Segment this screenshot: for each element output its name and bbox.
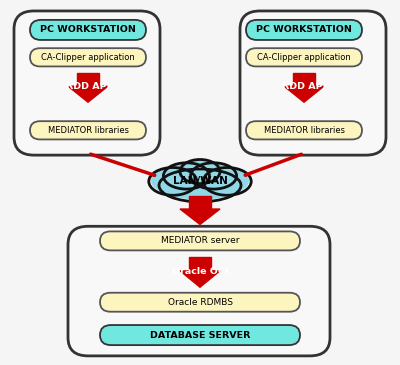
- Text: MEDIATOR libraries: MEDIATOR libraries: [264, 126, 344, 135]
- Text: LAN/WAN: LAN/WAN: [172, 176, 228, 186]
- FancyBboxPatch shape: [30, 48, 146, 66]
- FancyBboxPatch shape: [246, 48, 362, 66]
- Ellipse shape: [165, 163, 209, 188]
- Text: CA-Clipper application: CA-Clipper application: [41, 53, 135, 62]
- FancyBboxPatch shape: [14, 11, 160, 155]
- Polygon shape: [180, 209, 220, 224]
- FancyBboxPatch shape: [240, 11, 386, 155]
- Polygon shape: [293, 73, 315, 86]
- Polygon shape: [189, 257, 211, 271]
- FancyBboxPatch shape: [100, 325, 300, 345]
- Text: MEDIATOR libraries: MEDIATOR libraries: [48, 126, 128, 135]
- Polygon shape: [68, 86, 108, 102]
- Text: PC WORKSTATION: PC WORKSTATION: [40, 26, 136, 34]
- Ellipse shape: [181, 160, 219, 183]
- FancyBboxPatch shape: [246, 20, 362, 40]
- FancyBboxPatch shape: [30, 20, 146, 40]
- Text: RDD API: RDD API: [66, 82, 110, 91]
- FancyBboxPatch shape: [246, 121, 362, 139]
- Text: Oracle OCI: Oracle OCI: [172, 267, 228, 276]
- Ellipse shape: [160, 169, 240, 200]
- FancyBboxPatch shape: [100, 293, 300, 312]
- Text: PC WORKSTATION: PC WORKSTATION: [256, 26, 352, 34]
- Ellipse shape: [203, 168, 249, 194]
- Ellipse shape: [191, 163, 235, 188]
- Polygon shape: [189, 196, 211, 209]
- FancyBboxPatch shape: [30, 121, 146, 139]
- Text: MEDIATOR server: MEDIATOR server: [161, 237, 239, 245]
- Polygon shape: [284, 86, 324, 102]
- Polygon shape: [77, 73, 99, 86]
- FancyBboxPatch shape: [100, 231, 300, 250]
- Ellipse shape: [151, 168, 197, 194]
- Text: Oracle RDMBS: Oracle RDMBS: [168, 298, 232, 307]
- Text: DATABASE SERVER: DATABASE SERVER: [150, 331, 250, 339]
- Polygon shape: [180, 271, 220, 287]
- Text: CA-Clipper application: CA-Clipper application: [257, 53, 351, 62]
- Text: RDD API: RDD API: [282, 82, 326, 91]
- FancyBboxPatch shape: [68, 226, 330, 356]
